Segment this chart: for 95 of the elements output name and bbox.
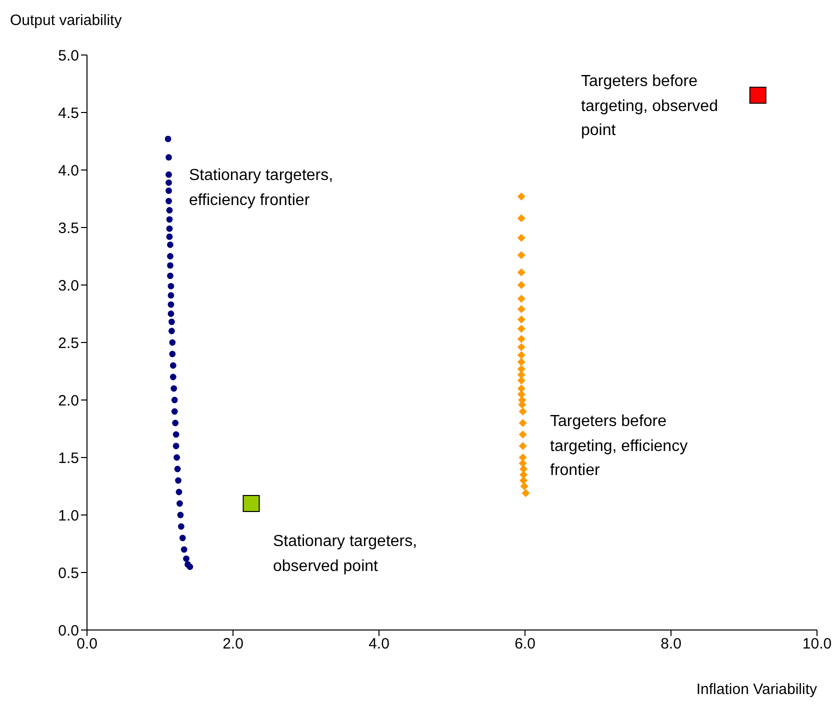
point bbox=[168, 310, 174, 317]
point bbox=[186, 564, 194, 570]
point bbox=[176, 488, 182, 496]
point bbox=[518, 419, 527, 427]
point bbox=[168, 318, 175, 325]
point bbox=[517, 358, 526, 366]
x-tick-label: 10.0 bbox=[802, 636, 832, 653]
point bbox=[166, 225, 173, 232]
point bbox=[166, 234, 173, 240]
x-tick-label: 0.0 bbox=[76, 636, 98, 653]
point bbox=[517, 384, 526, 392]
annotation: Targeters before targeting, observed point bbox=[581, 72, 718, 141]
point bbox=[175, 477, 182, 484]
x-axis-title: Inflation Variability bbox=[696, 681, 817, 698]
y-tick-label: 5.0 bbox=[58, 47, 79, 64]
point bbox=[517, 343, 526, 352]
point bbox=[517, 390, 526, 398]
point bbox=[171, 408, 178, 415]
point bbox=[178, 523, 184, 530]
y-axis-title: Output variability bbox=[10, 12, 122, 29]
point bbox=[170, 374, 176, 380]
point bbox=[176, 500, 183, 507]
point bbox=[168, 282, 174, 290]
point bbox=[517, 335, 526, 344]
point bbox=[517, 351, 526, 360]
point bbox=[174, 466, 181, 472]
point bbox=[172, 420, 179, 426]
x-tick-label: 6.0 bbox=[514, 636, 536, 653]
point bbox=[166, 216, 173, 223]
point bbox=[520, 482, 528, 490]
point bbox=[167, 242, 174, 248]
point bbox=[517, 370, 526, 379]
y-tick-label: 0.0 bbox=[58, 622, 79, 640]
point bbox=[166, 154, 172, 161]
x-tick-label: 2.0 bbox=[222, 636, 244, 653]
point bbox=[172, 442, 180, 450]
point bbox=[183, 556, 190, 562]
point bbox=[166, 207, 173, 214]
point bbox=[168, 292, 174, 299]
point bbox=[517, 281, 526, 289]
annotation: Stationary targeters, efficiency frontier bbox=[189, 166, 334, 210]
y-tick-label: 0.5 bbox=[58, 564, 79, 582]
y-tick-label: 2.0 bbox=[58, 392, 79, 410]
point bbox=[517, 294, 526, 303]
point bbox=[518, 442, 527, 450]
point bbox=[520, 465, 528, 473]
x-tick-label: 8.0 bbox=[660, 636, 682, 653]
point bbox=[517, 305, 526, 314]
point bbox=[517, 214, 526, 222]
point bbox=[167, 262, 174, 269]
point bbox=[517, 364, 526, 373]
point bbox=[520, 476, 528, 484]
point bbox=[180, 546, 188, 553]
point bbox=[517, 192, 526, 200]
y-tick-label: 3.0 bbox=[58, 277, 79, 294]
point bbox=[242, 495, 260, 512]
point bbox=[174, 454, 180, 461]
annotation: Targeters before targeting, efficiency frontier bbox=[550, 412, 688, 481]
point bbox=[172, 431, 180, 438]
point bbox=[168, 301, 174, 308]
point bbox=[170, 362, 176, 369]
annotation: Stationary targeters, observed point bbox=[273, 532, 418, 576]
point bbox=[170, 385, 178, 392]
point bbox=[166, 171, 172, 178]
point bbox=[166, 198, 172, 204]
point bbox=[518, 459, 527, 468]
y-tick-label: 4.5 bbox=[58, 104, 79, 122]
point bbox=[167, 253, 174, 260]
y-tick-label: 4.0 bbox=[58, 162, 79, 180]
point bbox=[177, 512, 184, 518]
point bbox=[169, 339, 176, 346]
point bbox=[518, 430, 527, 438]
point bbox=[171, 396, 178, 404]
point bbox=[166, 188, 172, 194]
x-tick-label: 4.0 bbox=[368, 636, 390, 653]
point bbox=[522, 489, 530, 498]
y-tick-label: 1.0 bbox=[58, 507, 79, 524]
point bbox=[169, 350, 176, 358]
point bbox=[517, 324, 526, 333]
point bbox=[520, 470, 528, 479]
point bbox=[167, 272, 174, 279]
point bbox=[749, 86, 766, 104]
point bbox=[517, 251, 526, 260]
point bbox=[518, 408, 527, 416]
y-tick-label: 1.5 bbox=[58, 450, 79, 467]
y-tick-label: 2.5 bbox=[58, 334, 79, 352]
point bbox=[517, 316, 526, 324]
point bbox=[518, 454, 527, 462]
point bbox=[517, 268, 526, 276]
point bbox=[164, 136, 172, 142]
y-tick-label: 3.5 bbox=[58, 220, 79, 237]
point bbox=[517, 234, 526, 242]
point bbox=[168, 328, 175, 334]
point bbox=[166, 179, 172, 186]
point bbox=[179, 534, 186, 542]
